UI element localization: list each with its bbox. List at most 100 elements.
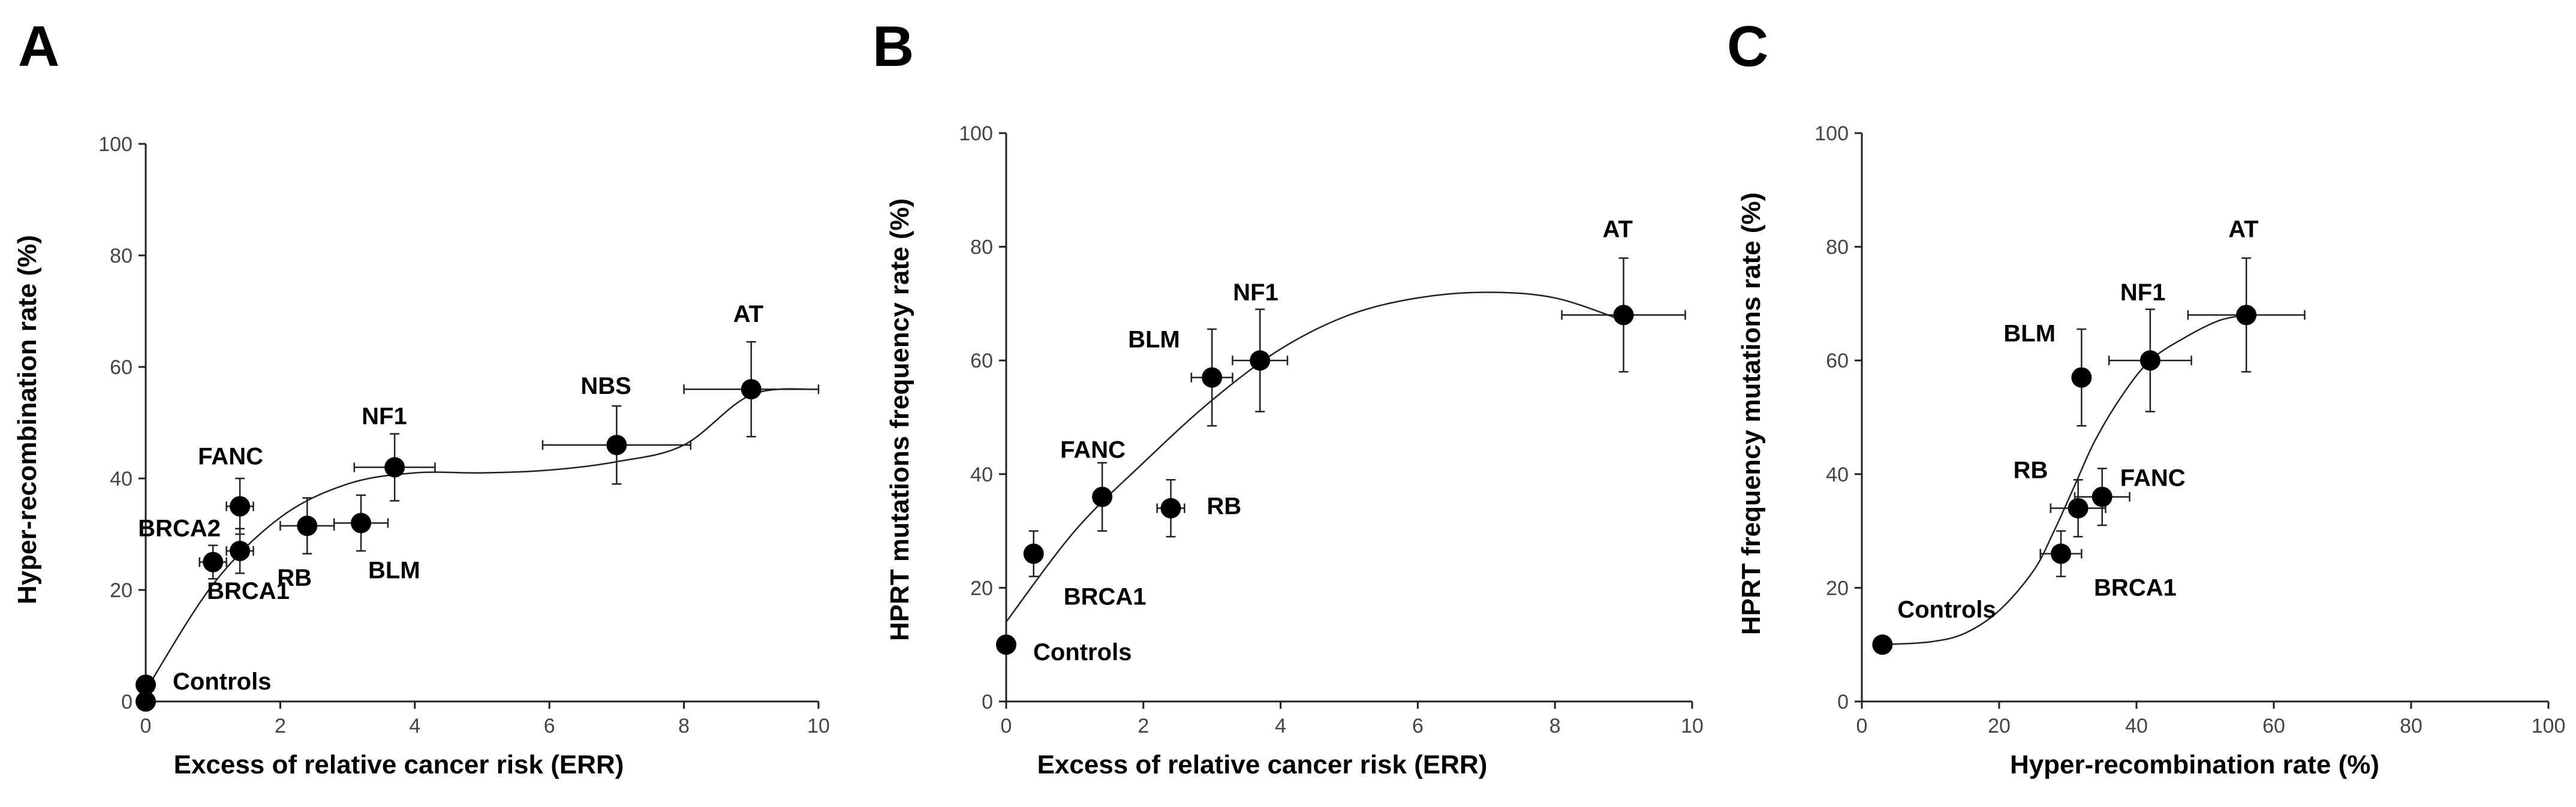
- x-tick-label: 6: [544, 715, 555, 737]
- point-label-controls: Controls: [1897, 597, 1996, 623]
- y-tick-label: 60: [1826, 350, 1849, 372]
- x-tick-label: 6: [1412, 715, 1424, 737]
- y-tick-label: 20: [970, 577, 993, 600]
- data-point-controls: [136, 691, 156, 712]
- x-tick-label: 0: [1856, 715, 1868, 737]
- fit-curve: [1006, 291, 1624, 623]
- data-point-fanc: [1092, 486, 1113, 507]
- panel-c-y-axis-title: HPRT frequency mutations rate (%): [1737, 192, 1766, 635]
- y-tick-label: 80: [110, 245, 133, 267]
- data-point-rb: [1160, 498, 1181, 519]
- panel-letter-a: A: [18, 14, 59, 79]
- x-tick-label: 2: [1137, 715, 1149, 737]
- point-label-fanc: FANC: [198, 444, 263, 470]
- x-tick-label: 4: [409, 715, 420, 737]
- x-tick-label: 60: [2262, 715, 2285, 737]
- panel-b-plot: 0 20 40 60 80 100 0 2 4 6 8 10 Controls BRCA1 FANC RB BL…: [959, 122, 1704, 737]
- x-tick-label: 10: [1681, 715, 1704, 737]
- x-tick-label: 4: [1275, 715, 1286, 737]
- data-point-brca1: [2051, 543, 2072, 564]
- data-point-controls: [1872, 634, 1893, 655]
- data-point-at: [1613, 305, 1634, 326]
- panel-c-plot: 0 20 40 60 80 100 0 20 40 60 80 100 Controls BRCA1 RB F…: [1814, 122, 2565, 737]
- panel-letter-c: C: [1727, 14, 1768, 79]
- x-tick-label: 8: [1549, 715, 1561, 737]
- panel-a-x-axis-title: Excess of relative cancer risk (ERR): [174, 750, 624, 779]
- x-tick-label: 0: [1001, 715, 1012, 737]
- data-point: [136, 674, 156, 695]
- y-tick-label: 40: [1826, 463, 1849, 486]
- x-tick-label: 40: [2125, 715, 2148, 737]
- point-label-rb: RB: [2014, 457, 2048, 484]
- y-tick-label: 100: [1814, 122, 1849, 145]
- y-tick-label: 80: [1826, 236, 1849, 259]
- panel-letter-b: B: [872, 14, 914, 79]
- data-point-nbs: [606, 435, 627, 456]
- data-point-brca1: [230, 540, 251, 561]
- data-point-fanc: [230, 496, 251, 517]
- fit-curve: [145, 388, 819, 691]
- x-tick-label: 10: [807, 715, 830, 737]
- point-label-brca2: BRCA2: [138, 516, 221, 542]
- x-tick-label: 20: [1988, 715, 2011, 737]
- y-tick-label: 60: [110, 356, 133, 379]
- point-label-brca1: BRCA1: [207, 578, 290, 604]
- point-label-at: AT: [2228, 216, 2258, 242]
- y-tick-label: 20: [110, 579, 133, 602]
- data-point-nf1: [2139, 350, 2160, 371]
- point-label-controls: Controls: [173, 669, 271, 695]
- y-tick-label: 100: [959, 122, 993, 145]
- y-tick-label: 20: [1826, 577, 1849, 600]
- y-tick-label: 60: [970, 350, 993, 372]
- x-tick-label: 0: [140, 715, 152, 737]
- point-label-fanc: FANC: [1060, 437, 1126, 463]
- y-tick-label: 0: [121, 691, 133, 713]
- point-label-brca1: BRCA1: [1064, 584, 1146, 610]
- panel-c-x-axis-title: Hyper-recombination rate (%): [2010, 750, 2379, 779]
- data-point-rb: [2068, 498, 2089, 519]
- point-label-rb: RB: [277, 565, 312, 591]
- point-label-blm: BLM: [368, 557, 420, 583]
- x-tick-label: 8: [678, 715, 690, 737]
- point-label-at: AT: [733, 301, 763, 327]
- point-label-blm: BLM: [2003, 321, 2056, 347]
- point-label-nbs: NBS: [580, 373, 631, 399]
- fit-curve: [1882, 314, 2247, 646]
- data-point-nf1: [384, 457, 405, 478]
- data-point-controls: [996, 634, 1016, 655]
- panel-a-y-axis-title: Hyper-recombination rate (%): [13, 235, 42, 604]
- panel-b: B 0 20 40 60 80 100 0 2 4 6 8 10 Controls BRCA1 FANC RB…: [872, 14, 1704, 779]
- point-label-rb: RB: [1207, 493, 1242, 520]
- point-label-at: AT: [1603, 216, 1633, 242]
- data-point-nf1: [1250, 350, 1271, 371]
- panel-a-plot: 0 20 40 60 80 100 0 2 4 6 8 10 Controls BRCA2 BRCA1 FAN…: [98, 133, 830, 737]
- data-point-brca1: [1023, 543, 1044, 564]
- point-label-brca1: BRCA1: [2094, 575, 2177, 601]
- data-point-blm: [351, 513, 372, 534]
- panel-b-y-axis-title: HPRT mutations frequency rate (%): [885, 198, 914, 641]
- panel-a: A 0 20 40 60 80 100 0 2 4 6 8 10 Controls BRCA2 BRCA1 F…: [13, 14, 830, 779]
- point-label-nf1: NF1: [362, 403, 407, 429]
- y-tick-label: 80: [970, 236, 993, 259]
- x-tick-label: 80: [2400, 715, 2422, 737]
- data-point-at: [2236, 305, 2257, 326]
- y-tick-label: 40: [970, 463, 993, 486]
- y-tick-label: 100: [98, 133, 133, 156]
- data-point-blm: [1202, 367, 1223, 388]
- panel-c: C 0 20 40 60 80 100 0 20 40 60 80 100 Controls BRCA1 R…: [1727, 14, 2565, 779]
- data-point-fanc: [2092, 486, 2112, 507]
- y-tick-label: 40: [110, 468, 133, 490]
- point-label-blm: BLM: [1128, 327, 1180, 353]
- panel-b-x-axis-title: Excess of relative cancer risk (ERR): [1037, 750, 1488, 779]
- point-label-controls: Controls: [1033, 639, 1131, 666]
- x-tick-label: 100: [2532, 715, 2566, 737]
- y-tick-label: 0: [982, 691, 993, 713]
- y-tick-label: 0: [1837, 691, 1849, 713]
- point-label-nf1: NF1: [2120, 279, 2166, 306]
- data-point-blm: [2071, 367, 2092, 388]
- data-point-at: [741, 379, 762, 400]
- data-point-rb: [297, 516, 318, 537]
- point-label-nf1: NF1: [1233, 279, 1278, 306]
- x-tick-label: 2: [275, 715, 286, 737]
